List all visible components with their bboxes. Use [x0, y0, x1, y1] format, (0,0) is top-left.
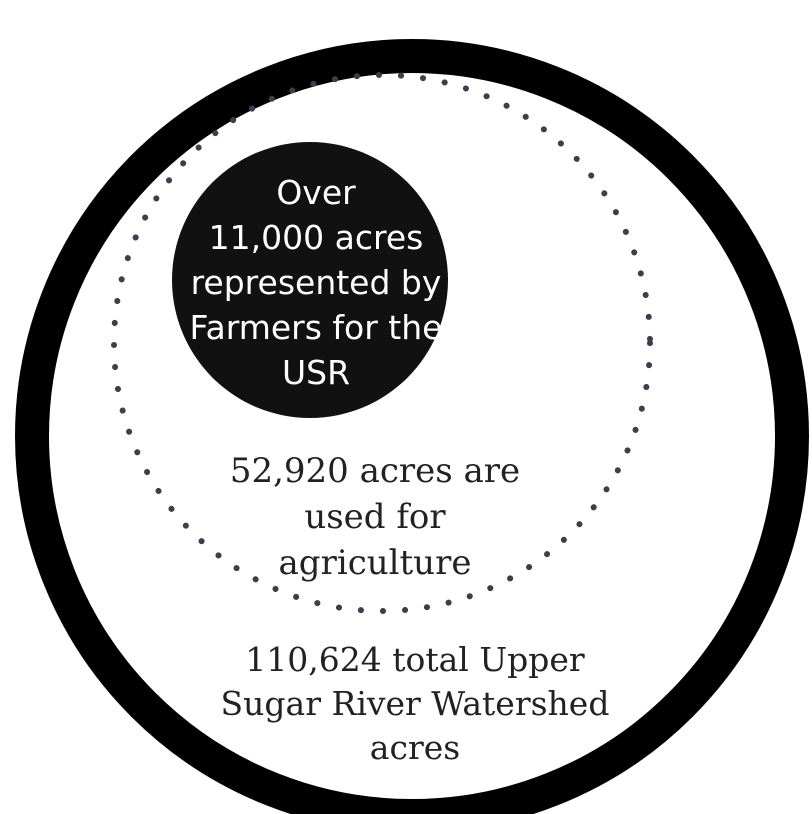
middle-circle-label: 52,920 acres are used for agriculture: [190, 448, 560, 586]
inner-line: represented by: [190, 263, 442, 302]
outer-line: acres: [369, 728, 461, 767]
inner-circle-label: Over 11,000 acres represented by Farmers…: [180, 170, 452, 395]
middle-line: agriculture: [278, 543, 472, 583]
inner-line: USR: [281, 353, 351, 392]
outer-line: 110,624 total Upper: [245, 640, 585, 679]
outer-line: Sugar River Watershed: [220, 684, 610, 723]
middle-line: used for: [304, 497, 446, 537]
dotted-ring: [111, 72, 653, 614]
outer-circle-label: 110,624 total Upper Sugar River Watershe…: [180, 638, 650, 770]
inner-disc: [172, 142, 448, 418]
inner-line: Farmers for the: [189, 308, 443, 347]
inner-line: Over: [276, 173, 356, 212]
inner-line: 11,000 acres: [208, 218, 424, 257]
middle-line: 52,920 acres are: [229, 451, 521, 491]
outer-ring: [15, 39, 809, 814]
